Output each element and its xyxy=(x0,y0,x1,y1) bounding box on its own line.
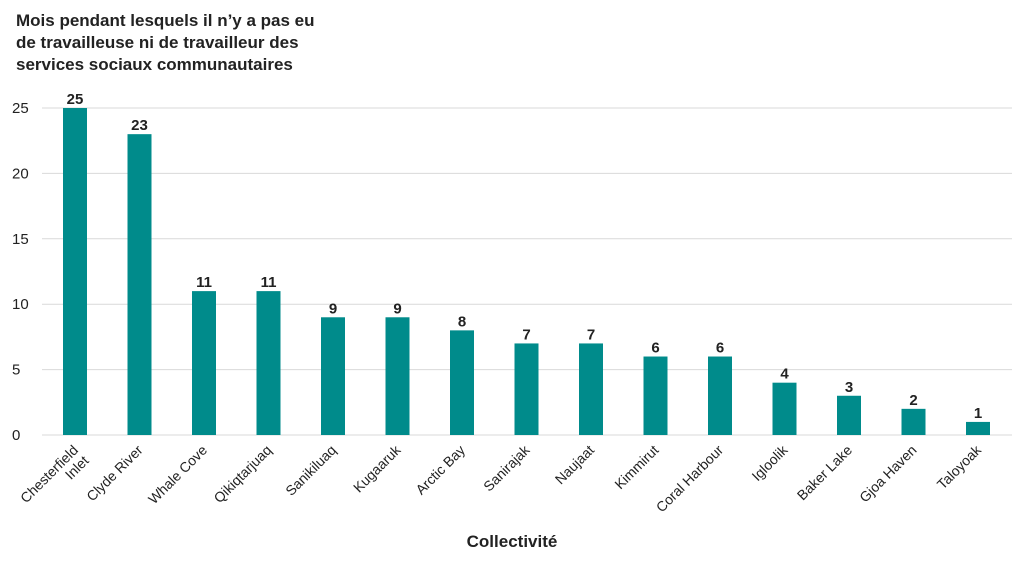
bar-value-label: 9 xyxy=(393,300,401,317)
x-tick-label-line: Sanikiluaq xyxy=(282,442,339,499)
x-tick-label-line: Whale Cove xyxy=(145,442,210,507)
bar xyxy=(321,317,345,435)
x-tick-label: ChesterfieldInlet xyxy=(17,442,92,517)
x-tick-label: Whale Cove xyxy=(145,442,210,507)
x-tick-label: Taloyoak xyxy=(934,441,985,492)
x-tick-label-line: Taloyoak xyxy=(934,441,985,492)
bar xyxy=(901,408,926,435)
x-tick-label: Clyde River xyxy=(83,442,146,505)
bar xyxy=(385,317,410,435)
x-tick-label-line: Kugaaruk xyxy=(350,441,404,495)
y-tick-label: 15 xyxy=(12,231,29,248)
chart-title-line-2: de travailleuse ni de travailleur des xyxy=(16,33,299,52)
bar xyxy=(127,134,152,435)
bar-value-label: 4 xyxy=(780,366,789,383)
x-tick-label: Sanirajak xyxy=(480,441,533,494)
chart-title: Mois pendant lesquels il n’y a pas eu de… xyxy=(16,10,346,76)
bar xyxy=(837,395,861,435)
x-tick-label: Kimmirut xyxy=(611,442,661,492)
x-tick-label-line: Gjoa Haven xyxy=(856,442,920,506)
x-tick-label-line: Naujaat xyxy=(552,442,598,488)
x-tick-label-line: Clyde River xyxy=(83,442,146,505)
x-axis-title: Collectivité xyxy=(466,532,558,551)
bar-value-label: 6 xyxy=(716,340,724,357)
x-tick-label: Kugaaruk xyxy=(350,441,404,495)
bar xyxy=(63,108,87,435)
chart-title-line-1: Mois pendant lesquels il n’y a pas eu xyxy=(16,11,315,30)
bar xyxy=(643,356,668,435)
x-tick-label-line: Igloolik xyxy=(748,441,791,484)
bar-value-label: 2 xyxy=(909,392,917,409)
bar-value-label: 23 xyxy=(131,117,148,134)
x-tick-label: Qikiqtarjuaq xyxy=(210,442,274,506)
bar-value-label: 7 xyxy=(587,326,595,343)
bar xyxy=(192,291,216,435)
y-tick-label: 10 xyxy=(12,296,29,313)
bar-value-label: 8 xyxy=(458,313,466,330)
bar xyxy=(450,330,474,435)
x-tick-label: Naujaat xyxy=(552,442,598,488)
bar-value-label: 25 xyxy=(67,91,84,108)
bar-value-label: 9 xyxy=(329,300,337,317)
bar xyxy=(579,343,603,435)
bar-value-label: 11 xyxy=(261,274,277,291)
x-tick-label-line: Sanirajak xyxy=(480,441,533,494)
x-tick-label-line: Coral Harbour xyxy=(653,442,727,516)
bar xyxy=(772,382,797,435)
bar xyxy=(708,356,732,435)
bar-value-label: 3 xyxy=(845,379,853,396)
bar-value-label: 11 xyxy=(196,274,212,291)
x-tick-label-line: Qikiqtarjuaq xyxy=(210,442,274,506)
bar-value-label: 7 xyxy=(522,326,530,343)
x-tick-label: Gjoa Haven xyxy=(856,442,920,506)
bar xyxy=(514,343,539,435)
x-tick-label-line: Kimmirut xyxy=(611,442,661,492)
bar xyxy=(966,421,990,435)
y-tick-label: 5 xyxy=(12,362,20,379)
chart-title-line-3: services sociaux communautaires xyxy=(16,55,293,74)
x-tick-label: Coral Harbour xyxy=(653,442,727,516)
y-tick-label: 0 xyxy=(12,427,20,444)
bar-value-label: 1 xyxy=(974,405,982,422)
x-tick-label: Igloolik xyxy=(748,441,791,484)
x-tick-label-line: Arctic Bay xyxy=(412,442,468,498)
bar xyxy=(256,291,281,435)
y-tick-label: 20 xyxy=(12,165,29,182)
y-tick-label: 25 xyxy=(12,100,29,117)
bar-value-label: 6 xyxy=(651,340,659,357)
x-tick-label: Arctic Bay xyxy=(412,442,468,498)
x-tick-label: Sanikiluaq xyxy=(282,442,339,499)
x-tick-label-line: Baker Lake xyxy=(794,442,856,504)
x-tick-label: Baker Lake xyxy=(794,442,856,504)
